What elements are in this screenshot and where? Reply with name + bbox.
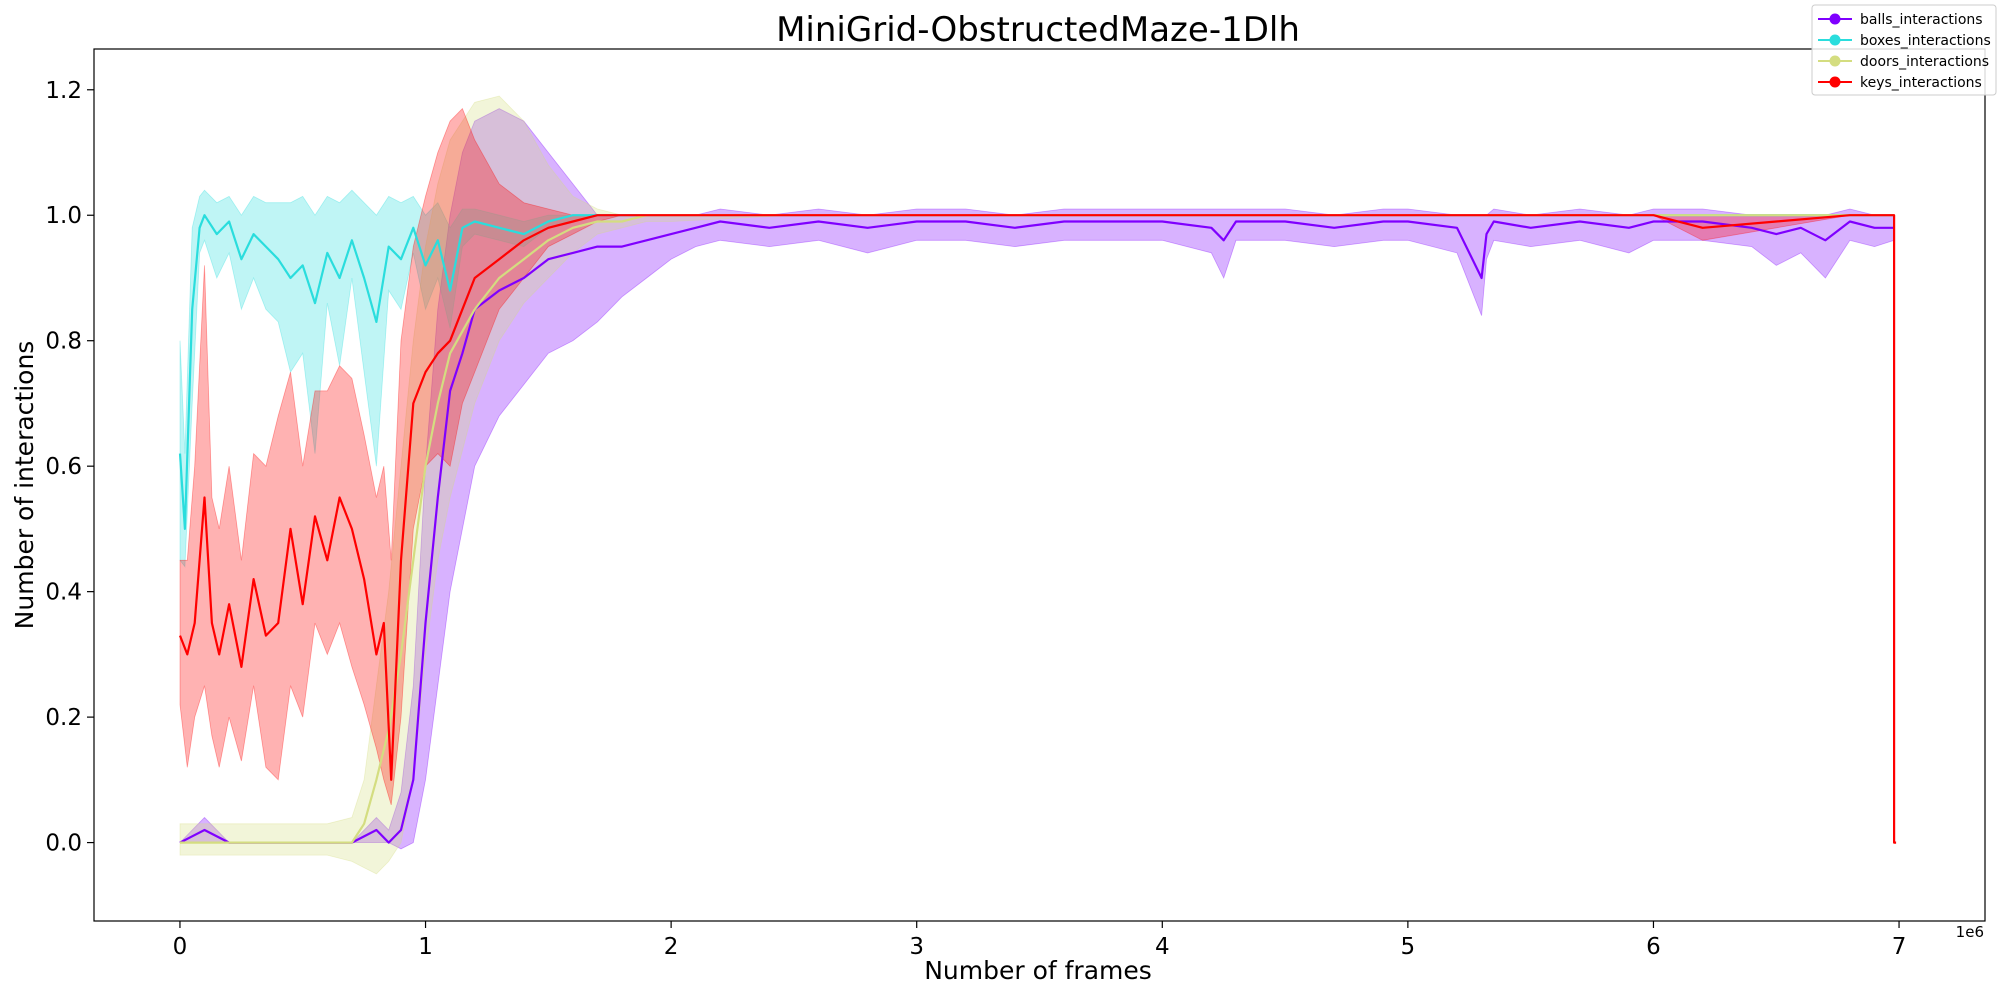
x-tick-label: 2 <box>664 934 679 960</box>
x-axis-offset-text: 1e6 <box>1956 923 1984 941</box>
series-line-balls_interactions <box>179 220 1895 844</box>
legend-label-keys_interactions: keys_interactions <box>1860 75 1982 91</box>
plot-frame <box>93 48 1986 922</box>
y-tick-label: 0.2 <box>45 705 82 731</box>
y-tick-label: 1.2 <box>45 78 82 104</box>
x-tick-label: 1 <box>418 934 433 960</box>
x-axis-label: Number of frames <box>924 956 1152 985</box>
y-tick-label: 0.8 <box>45 329 82 355</box>
x-tick-label: 5 <box>1401 934 1416 960</box>
legend-frame <box>1811 4 1997 96</box>
legend-marker-doors_interactions <box>1829 55 1841 67</box>
legend-label-boxes_interactions: boxes_interactions <box>1860 33 1991 49</box>
x-tick-label: 3 <box>909 934 924 960</box>
y-tick-label: 0.0 <box>45 831 82 857</box>
legend-label-balls_interactions: balls_interactions <box>1860 12 1983 28</box>
y-tick-label: 0.4 <box>45 580 82 606</box>
y-tick-label: 1.0 <box>45 203 82 229</box>
y-axis: 0.0 0.2 0.4 0.6 0.8 1.0 1.2 <box>45 78 94 857</box>
series-line-keys_interactions <box>178 214 1897 844</box>
x-tick-label: 0 <box>173 934 188 960</box>
legend: balls_interactions boxes_interactionsdoor… <box>1811 4 1997 96</box>
x-tick-label: 7 <box>1892 934 1907 960</box>
legend-label-doors_interactions: doors_interactions <box>1860 54 1989 70</box>
x-axis: 0 1 2 3 4 5 6 7 <box>173 921 1907 960</box>
legend-marker-balls_interactions <box>1829 13 1841 25</box>
series-lines <box>178 214 1897 844</box>
legend-marker-keys_interactions <box>1829 76 1841 88</box>
confidence-bands <box>179 95 1895 875</box>
y-axis-label: Number of interactions <box>10 341 39 630</box>
chart-title: MiniGrid-ObstructedMaze-1Dlh <box>776 10 1300 50</box>
y-tick-label: 0.6 <box>45 454 82 480</box>
x-tick-label: 6 <box>1646 934 1661 960</box>
x-tick-label: 4 <box>1155 934 1170 960</box>
legend-marker-boxes_interactions <box>1829 34 1841 46</box>
